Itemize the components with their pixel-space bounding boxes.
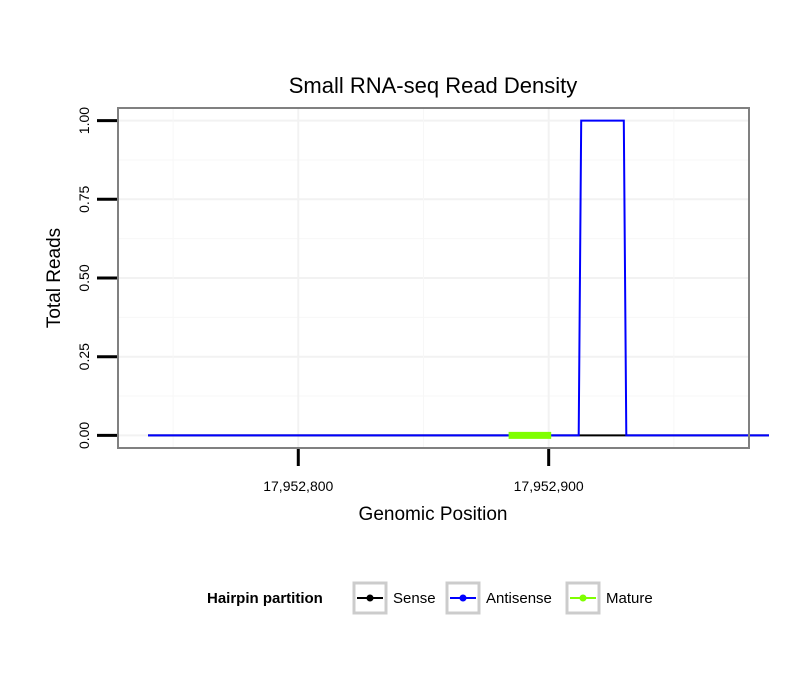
y-tick-label-2: 0.50 xyxy=(76,264,92,291)
legend-item-sense: Sense xyxy=(352,581,436,615)
legend-item-mature: Mature xyxy=(565,581,653,615)
grid-lines xyxy=(118,108,749,448)
y-tick-label-3: 0.75 xyxy=(76,185,92,212)
plot-border xyxy=(117,107,750,449)
legend-key-point xyxy=(579,594,587,602)
y-axis: 0.00 0.25 0.50 0.75 1.00 xyxy=(76,107,117,449)
legend-key-point xyxy=(459,594,467,602)
legend-label-antisense: Antisense xyxy=(486,590,552,607)
series-line-antisense xyxy=(148,119,769,437)
legend-item-antisense: Antisense xyxy=(445,581,552,615)
legend: Hairpin partition Sense Antisense Mature xyxy=(207,581,653,615)
legend-key-point xyxy=(366,594,374,602)
x-tick-label-1: 17,952,900 xyxy=(514,478,584,494)
x-axis: 17,952,800 17,952,900 xyxy=(263,449,584,494)
y-tick-label-0: 0.00 xyxy=(76,422,92,449)
y-axis-title: Total Reads xyxy=(44,228,65,328)
y-tick-label-4: 1.00 xyxy=(76,107,92,134)
y-tick-label-1: 0.25 xyxy=(76,343,92,370)
x-tick-label-0: 17,952,800 xyxy=(263,478,333,494)
legend-label-sense: Sense xyxy=(393,590,436,607)
legend-title: Hairpin partition xyxy=(207,590,323,607)
x-axis-title: Genomic Position xyxy=(359,504,508,525)
legend-label-mature: Mature xyxy=(606,590,653,607)
chart-title: Small RNA-seq Read Density xyxy=(289,73,578,98)
series-layer xyxy=(148,119,769,439)
